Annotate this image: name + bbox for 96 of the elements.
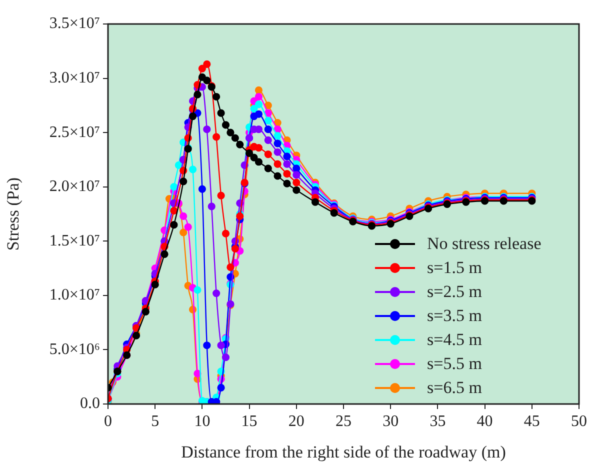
point xyxy=(274,140,282,148)
y-tick-label: 0.0 xyxy=(80,395,100,412)
point xyxy=(292,164,300,172)
y-tick-label: 2.0×10⁷ xyxy=(49,178,100,196)
y-tick-label: 3.5×10⁷ xyxy=(49,15,100,32)
point xyxy=(236,140,244,148)
point xyxy=(254,92,263,101)
x-tick-label: 25 xyxy=(336,412,352,430)
x-tick-label: 40 xyxy=(476,412,493,430)
y-tick-label: 1.5×10⁷ xyxy=(49,232,100,250)
x-tick-label: 10 xyxy=(194,412,210,430)
x-tick-label: 0 xyxy=(104,412,112,430)
point xyxy=(160,250,168,258)
point xyxy=(226,128,234,136)
point xyxy=(184,223,192,231)
point xyxy=(170,221,178,229)
legend-label: s=5.5 m xyxy=(427,353,482,375)
x-tick-label: 45 xyxy=(524,412,540,430)
point xyxy=(217,384,225,392)
point xyxy=(174,161,182,169)
legend-label: s=1.5 m xyxy=(427,257,482,279)
y-tick-label: 3.0×10⁷ xyxy=(49,69,100,86)
point xyxy=(274,132,282,140)
point xyxy=(264,126,272,134)
x-tick-label: 35 xyxy=(430,412,446,430)
point xyxy=(226,263,234,271)
x-tick-label: 20 xyxy=(288,412,304,430)
point xyxy=(194,90,202,98)
point xyxy=(188,112,197,120)
legend-label: s=2.5 m xyxy=(427,281,482,303)
point xyxy=(203,342,211,350)
point xyxy=(208,202,216,210)
point xyxy=(283,160,291,168)
y-axis-title: Stress (Pa) xyxy=(4,177,23,251)
point xyxy=(311,198,320,206)
point xyxy=(264,136,272,144)
legend-label: s=6.5 m xyxy=(427,377,482,399)
point xyxy=(198,185,206,193)
point xyxy=(188,166,197,174)
point xyxy=(198,64,206,72)
point xyxy=(264,109,272,117)
point xyxy=(292,171,300,179)
point xyxy=(180,212,188,220)
point xyxy=(254,100,263,108)
point xyxy=(142,308,150,316)
x-tick-label: 5 xyxy=(151,412,160,430)
point xyxy=(274,148,282,156)
point xyxy=(222,230,230,238)
point xyxy=(283,180,291,188)
x-tick-label: 30 xyxy=(382,412,399,430)
y-tick-label: 5.0×10⁶ xyxy=(49,340,100,358)
point xyxy=(254,144,263,152)
point xyxy=(212,92,220,101)
point xyxy=(250,154,258,162)
point xyxy=(212,289,220,298)
point xyxy=(254,158,263,166)
point xyxy=(203,76,211,84)
point xyxy=(180,178,188,186)
point xyxy=(292,178,300,186)
point xyxy=(246,149,254,157)
legend-label: No stress release xyxy=(427,233,542,255)
legend-label: s=4.5 m xyxy=(427,329,482,351)
point xyxy=(217,109,225,117)
point xyxy=(180,228,188,236)
point xyxy=(274,172,282,180)
x-axis-title: Distance from the right side of the roadway (m) xyxy=(181,442,506,462)
point xyxy=(254,110,263,118)
point xyxy=(264,116,272,124)
point xyxy=(222,354,230,362)
point xyxy=(330,209,338,217)
point xyxy=(283,152,291,160)
point xyxy=(170,206,178,215)
point xyxy=(203,60,211,68)
point xyxy=(264,164,272,172)
point xyxy=(217,192,225,200)
point xyxy=(283,170,291,178)
x-tick-label: 15 xyxy=(241,412,258,430)
point xyxy=(292,186,300,194)
point xyxy=(274,160,282,168)
point xyxy=(217,342,225,350)
point xyxy=(222,121,230,129)
point xyxy=(250,104,258,112)
point xyxy=(151,280,159,288)
point xyxy=(264,150,272,158)
point xyxy=(231,244,239,253)
point xyxy=(170,183,178,191)
legend-label: s=3.5 m xyxy=(427,305,482,327)
y-tick-label: 2.5×10⁷ xyxy=(49,124,100,141)
point xyxy=(231,134,239,142)
y-tick-label: 1.0×10⁷ xyxy=(49,286,100,304)
x-tick-label: 50 xyxy=(571,412,587,430)
point xyxy=(203,126,211,134)
point xyxy=(254,86,263,94)
point xyxy=(212,133,220,141)
point xyxy=(194,286,202,294)
point xyxy=(264,102,272,110)
